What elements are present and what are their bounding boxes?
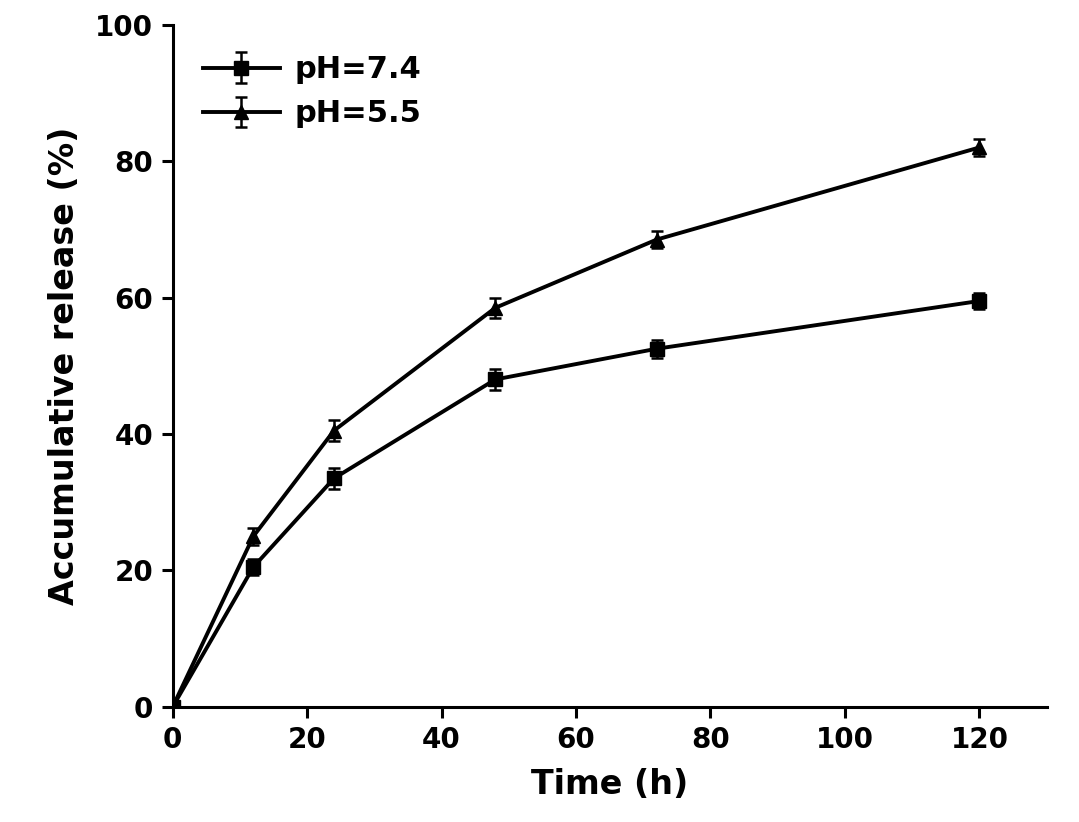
Y-axis label: Accumulative release (%): Accumulative release (%)	[49, 127, 81, 605]
Legend: pH=7.4, pH=5.5: pH=7.4, pH=5.5	[188, 40, 437, 144]
X-axis label: Time (h): Time (h)	[531, 769, 688, 801]
